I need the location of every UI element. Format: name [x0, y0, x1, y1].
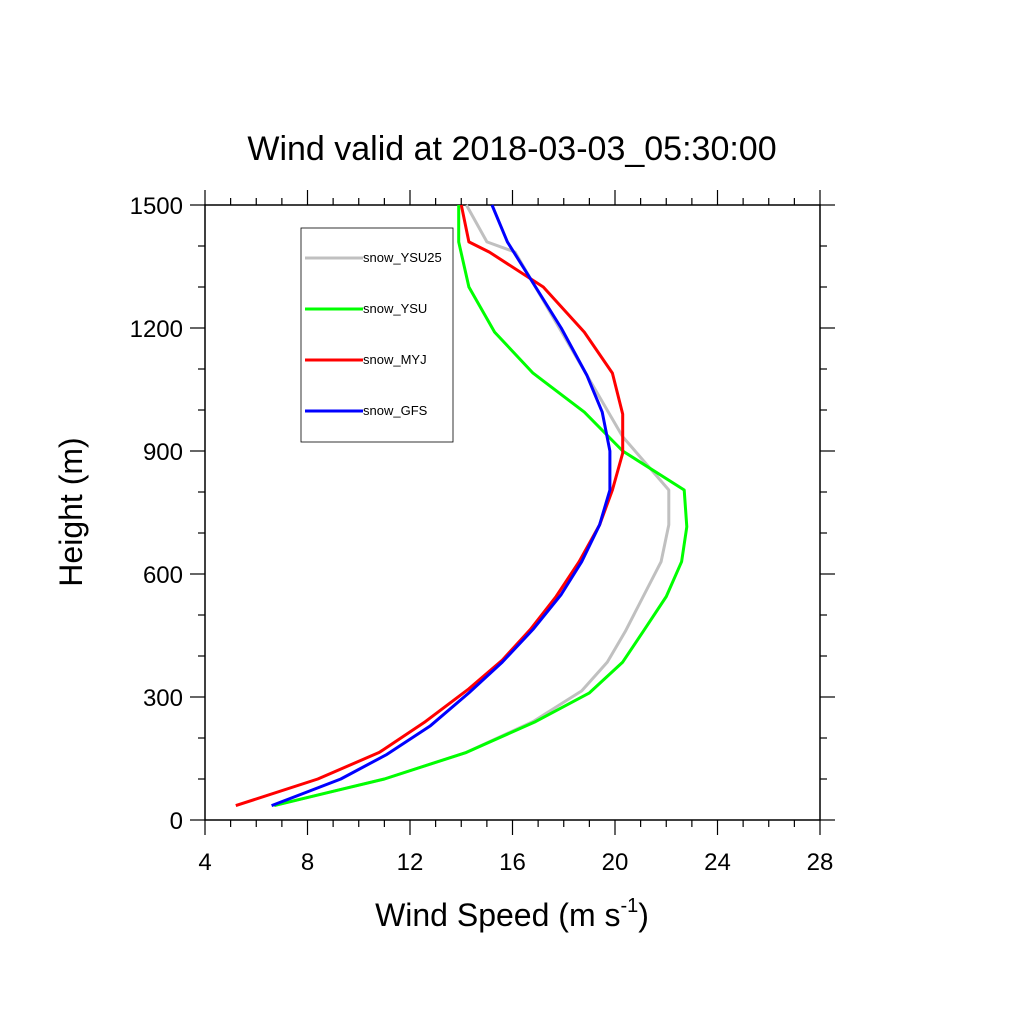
y-tick-label: 600 [143, 562, 183, 589]
y-axis-label: Height (m) [53, 437, 89, 586]
chart-title: Wind valid at 2018-03-03_05:30:00 [247, 130, 776, 168]
series-line-snow-gfs [271, 204, 612, 808]
plot-frame [204, 204, 821, 821]
series-layer [235, 204, 689, 808]
series-line-snow-ysu [273, 205, 689, 808]
legend: snow_YSU25 snow_YSU snow_MYJ snow_GFS [300, 227, 454, 443]
x-tick-label: 28 [807, 849, 834, 876]
x-tick-label: 24 [704, 849, 731, 876]
x-axis-label: Wind Speed (m s-1) [375, 895, 649, 933]
y-tick-label: 1200 [130, 316, 183, 343]
x-axis-label-superscript: -1 [620, 895, 638, 917]
legend-box [300, 227, 454, 443]
y-tick-label: 1500 [130, 193, 183, 220]
legend-label: snow_MYJ [363, 352, 427, 367]
y-tick-label: 300 [143, 685, 183, 712]
ticks-layer [190, 190, 835, 835]
legend-label: snow_GFS [363, 403, 428, 418]
legend-label: snow_YSU [363, 301, 427, 316]
x-axis-label-main: Wind Speed (m s [375, 897, 620, 933]
y-tick-label: 900 [143, 439, 183, 466]
plot-area [204, 204, 821, 821]
x-axis-label-end: ) [638, 897, 649, 933]
x-tick-label: 8 [301, 849, 314, 876]
x-tick-label: 20 [602, 849, 629, 876]
x-tick-label: 16 [499, 849, 526, 876]
legend-label: snow_YSU25 [363, 250, 442, 265]
x-tick-label: 4 [198, 849, 211, 876]
y-tick-label: 0 [170, 808, 183, 835]
tick-labels: 4 8 12 16 20 24 28 0 300 600 900 1200 1500 [130, 193, 834, 876]
x-tick-label: 12 [397, 849, 424, 876]
